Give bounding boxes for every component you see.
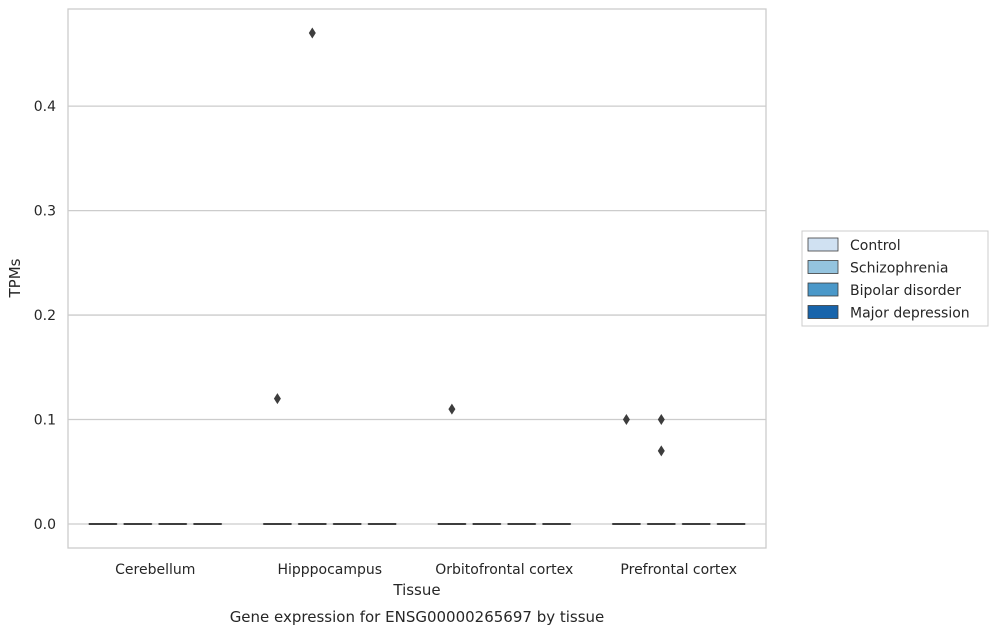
y-tick-label: 0.3 bbox=[34, 204, 56, 220]
outlier-point bbox=[308, 27, 316, 39]
y-tick-labels: 0.0 0.1 0.2 0.3 0.4 bbox=[34, 99, 56, 533]
legend: Control Schizophrenia Bipolar disorder Majo… bbox=[801, 230, 989, 327]
legend-swatch bbox=[807, 237, 839, 252]
outlier-point bbox=[657, 414, 665, 426]
y-axis-title: TPMs bbox=[6, 258, 24, 298]
legend-swatch bbox=[807, 282, 839, 297]
outlier-point bbox=[448, 403, 456, 415]
x-axis-title: Tissue bbox=[392, 581, 440, 599]
legend-swatch bbox=[807, 260, 839, 274]
y-tick-label: 0.1 bbox=[34, 413, 56, 429]
y-tick-label: 0.4 bbox=[34, 99, 56, 115]
x-tick-label: Prefrontal cortex bbox=[620, 562, 737, 578]
chart-caption: Gene expression for ENSG00000265697 by t… bbox=[230, 608, 605, 626]
outlier-point bbox=[273, 393, 281, 405]
outlier-points bbox=[273, 27, 665, 457]
legend-label: Schizophrenia bbox=[850, 261, 948, 277]
y-tick-label: 0.0 bbox=[34, 517, 56, 533]
outlier-point bbox=[657, 445, 665, 457]
y-tick-label: 0.2 bbox=[34, 308, 56, 324]
legend-label: Bipolar disorder bbox=[850, 283, 961, 299]
x-tick-labels: Cerebellum Hipppocampus Orbitofrontal cort… bbox=[115, 562, 737, 578]
legend-swatch bbox=[807, 305, 839, 319]
x-tick-label: Hipppocampus bbox=[277, 562, 382, 578]
outlier-point bbox=[622, 414, 630, 426]
x-tick-label: Orbitofrontal cortex bbox=[435, 562, 573, 578]
gridlines bbox=[68, 105, 766, 525]
plot-frame bbox=[67, 8, 767, 549]
x-tick-label: Cerebellum bbox=[115, 562, 195, 578]
legend-label: Major depression bbox=[850, 306, 970, 322]
legend-label: Control bbox=[850, 238, 901, 254]
